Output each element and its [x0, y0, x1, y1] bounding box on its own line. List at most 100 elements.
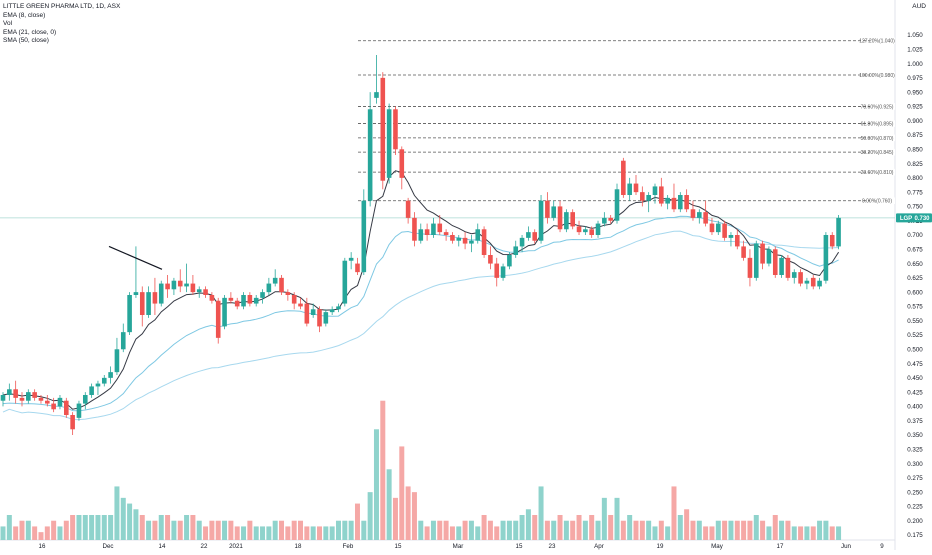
candle-body — [26, 392, 31, 401]
candle-body — [285, 292, 291, 295]
indicator-ema21-label[interactable]: EMA (21, close, 0) — [3, 28, 57, 36]
volume-bar — [462, 520, 468, 540]
volume-bar — [266, 526, 272, 540]
volume-bar — [152, 520, 158, 540]
volume-bar — [437, 520, 443, 540]
volume-bar — [690, 520, 696, 540]
y-axis-tick-label: 0.825 — [907, 161, 923, 168]
volume-bar — [399, 446, 405, 540]
candle-body — [488, 255, 493, 264]
candle-body — [45, 400, 50, 404]
candle-body — [734, 235, 740, 247]
volume-bar — [354, 503, 360, 540]
volume-bar — [557, 515, 563, 540]
volume-bar — [671, 486, 677, 540]
volume-bar — [63, 520, 69, 540]
candle-body — [557, 206, 563, 230]
volume-bar — [563, 520, 569, 540]
volume-bar — [817, 520, 823, 540]
candle-body — [412, 217, 417, 241]
candle-body — [456, 237, 462, 241]
candle-body — [298, 303, 303, 307]
candle-body — [146, 292, 151, 315]
y-axis-tick-label: 0.450 — [907, 375, 923, 382]
indicator-vol-label[interactable]: Vol — [3, 20, 13, 28]
candle-body — [690, 209, 696, 218]
candle-body — [836, 217, 841, 247]
x-axis-tick-label: 18 — [295, 543, 302, 550]
volume-bar — [127, 503, 133, 540]
volume-bar — [481, 515, 487, 540]
candle-body — [709, 223, 715, 233]
y-axis-tick-label: 0.400 — [907, 404, 923, 411]
candle-body — [291, 295, 297, 304]
candle-body — [431, 223, 436, 235]
volume-bar — [57, 526, 63, 540]
chart-legend: LITTLE GREEN PHARMA LTD, 1D, ASX EMA (8,… — [3, 3, 120, 46]
volume-bar — [791, 526, 797, 540]
x-axis-tick-label: Apr — [594, 543, 604, 550]
candle-body — [304, 303, 310, 324]
candle-body — [437, 223, 443, 233]
candle-body — [633, 183, 639, 193]
candle-body — [545, 200, 550, 218]
candle-body — [120, 332, 126, 350]
candle-body — [177, 280, 183, 287]
volume-bar — [95, 515, 101, 540]
candle-body — [684, 195, 689, 210]
candle-body — [772, 249, 778, 275]
volume-bar — [772, 515, 778, 540]
indicator-ema8-label[interactable]: EMA (8, close) — [3, 11, 46, 19]
volume-bar — [51, 520, 57, 540]
candle-body — [399, 149, 405, 178]
volume-bar — [133, 509, 139, 540]
volume-bar — [405, 486, 411, 540]
volume-bar — [633, 520, 639, 540]
candle-body — [348, 257, 354, 261]
y-axis-tick-label: 0.575 — [907, 304, 923, 311]
fib-level-label: 38.20%(0.845) — [861, 150, 894, 156]
candle-body — [127, 295, 132, 333]
candle-body — [317, 309, 322, 327]
volume-bar — [741, 520, 747, 540]
volume-bar — [494, 526, 500, 540]
x-axis-tick-label: 19 — [657, 543, 664, 550]
candle-body — [222, 297, 227, 327]
indicator-sma50-label[interactable]: SMA (50, close) — [3, 37, 49, 45]
y-axis-tick-label: 0.700 — [907, 232, 923, 239]
candle-body — [500, 266, 506, 278]
volume-bar — [298, 520, 304, 540]
fib-label-bg — [870, 120, 895, 127]
ema8-line — [2, 170, 840, 410]
fib-level-label: 50.00%(0.870) — [861, 136, 894, 142]
volume-bar — [222, 520, 228, 540]
candle-body — [89, 386, 94, 395]
volume-bar — [184, 515, 190, 540]
x-axis-tick-label: 14 — [159, 543, 166, 550]
x-axis-tick-label: 15 — [395, 543, 402, 550]
candle-body — [608, 217, 613, 221]
x-axis-tick-label: Jun — [841, 543, 852, 550]
volume-bar — [190, 515, 196, 540]
candle-body — [741, 246, 746, 258]
volume-bar — [247, 520, 253, 540]
x-axis-tick-label: Feb — [343, 543, 354, 550]
volume-bar — [241, 526, 247, 540]
candle-body — [747, 257, 753, 278]
y-axis-tick-label: 0.225 — [907, 504, 923, 511]
candle-body — [367, 109, 373, 201]
candle-body — [165, 283, 170, 290]
volume-bar — [386, 469, 392, 540]
candle-body — [766, 249, 772, 264]
candle-body — [247, 295, 253, 304]
candle-body — [0, 395, 6, 401]
volume-bar — [513, 520, 519, 540]
volume-bar — [177, 520, 183, 540]
y-axis-tick-label: 0.625 — [907, 275, 923, 282]
candle-body — [272, 277, 278, 284]
y-axis-tick-label: 0.250 — [907, 489, 923, 496]
candle-body — [494, 263, 500, 278]
y-axis-tick-label: 0.550 — [907, 318, 923, 325]
